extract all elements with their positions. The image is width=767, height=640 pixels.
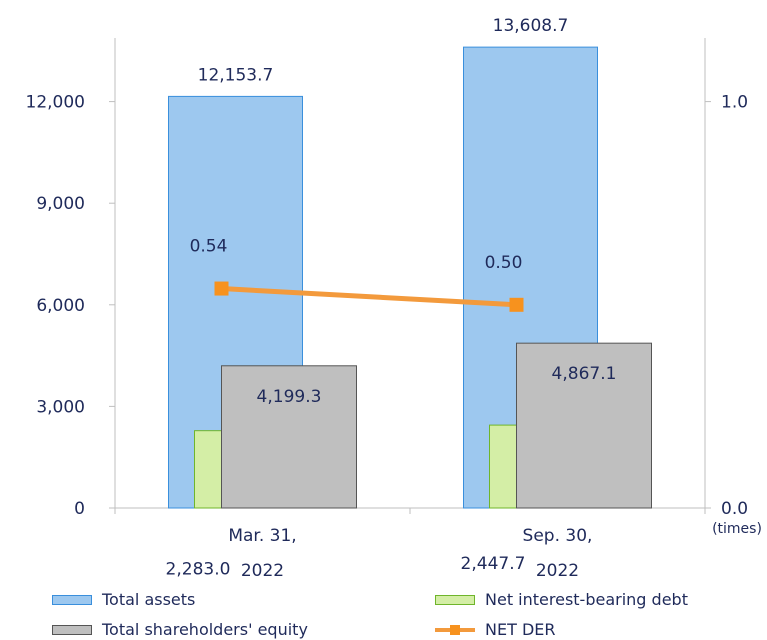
right-tick-label: 1.0	[721, 93, 748, 113]
right-tick-label: 0.0	[721, 499, 748, 519]
x-tick-label: 2022	[536, 561, 579, 581]
left-tick-label: 9,000	[36, 194, 85, 214]
point-net-der	[509, 297, 524, 312]
point-net-der	[214, 281, 229, 296]
data-label-net-der: 0.50	[485, 253, 523, 273]
left-tick-label: 6,000	[36, 296, 85, 316]
bar-net-interest-bearing-debt	[489, 424, 517, 509]
data-label-net-der: 0.54	[190, 237, 228, 257]
left-tick-label: 12,000	[26, 93, 85, 113]
data-label-net-interest-bearing-debt: 2,283.0	[166, 560, 231, 580]
right-axis-unit: (times)	[712, 521, 762, 537]
data-label-total-shareholders-equity: 4,199.3	[257, 387, 322, 407]
left-tick-label: 3,000	[36, 397, 85, 417]
x-tick-label: Mar. 31,	[228, 526, 296, 546]
bar-net-interest-bearing-debt	[194, 430, 222, 509]
data-label-total-shareholders-equity: 4,867.1	[552, 364, 617, 384]
line-net-der	[221, 286, 517, 308]
data-label-net-interest-bearing-debt: 2,447.7	[461, 554, 526, 574]
x-tick-label: 2022	[241, 561, 284, 581]
data-label-total-assets: 13,608.7	[493, 16, 569, 36]
bar-total-shareholders-equity	[516, 342, 652, 509]
left-tick-label: 0	[74, 499, 85, 519]
x-tick-label: Sep. 30,	[523, 526, 593, 546]
bar-total-shareholders-equity	[221, 365, 357, 509]
data-label-total-assets: 12,153.7	[198, 65, 274, 85]
